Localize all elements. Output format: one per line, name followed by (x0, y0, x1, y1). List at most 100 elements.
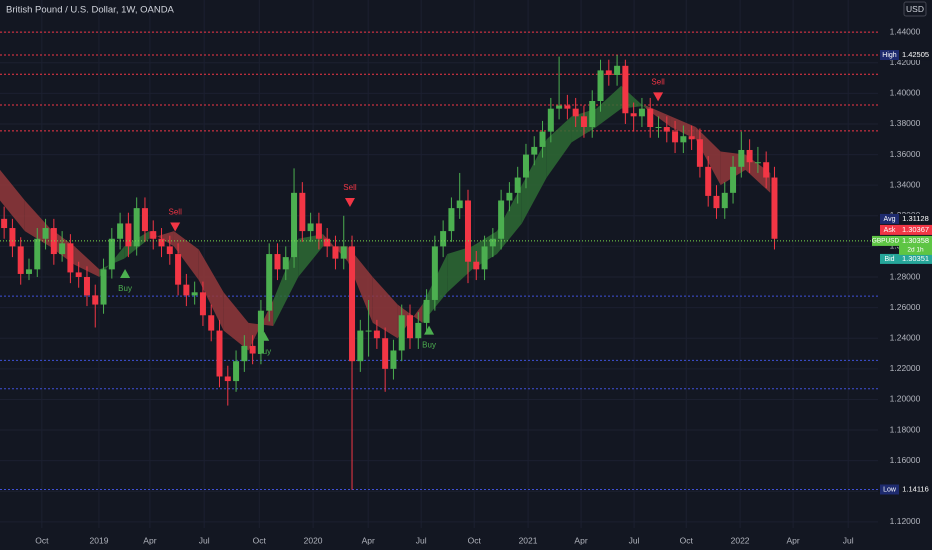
marker-label: Ask (884, 227, 896, 234)
candle-body (67, 243, 74, 273)
price-symbol: GBPUSD (872, 238, 900, 245)
candle-body (307, 223, 314, 232)
candle-body (241, 345, 248, 362)
ribbon-segment (372, 277, 398, 339)
ribbon-segment (298, 234, 324, 278)
candle-body (224, 376, 231, 382)
signal-marker (120, 268, 131, 278)
candle-body (233, 361, 240, 382)
candle-body (274, 254, 281, 270)
candle-body (59, 243, 66, 255)
ribbon-segment (596, 85, 622, 128)
y-tick-label: 1.26000 (890, 302, 921, 312)
candle-body (199, 292, 206, 316)
candle-body (696, 139, 703, 167)
marker-tag (880, 213, 899, 224)
candle-body (125, 223, 132, 247)
candle-body (1, 218, 8, 229)
candle-body (431, 246, 438, 300)
candle-body (75, 272, 82, 278)
candle-body (672, 131, 679, 143)
x-tick-label: Apr (786, 535, 799, 545)
currency[interactable]: USD (906, 4, 924, 14)
candle-body (141, 208, 148, 232)
candle-body (614, 65, 621, 75)
price-axis (878, 0, 932, 550)
x-tick-label: Oct (680, 535, 694, 545)
marker-value: 1.30367 (902, 225, 929, 234)
candle-body (108, 238, 115, 270)
signal-marker (653, 92, 664, 102)
ribbon-segment (198, 249, 224, 331)
price-countdown: 2d 1h (907, 247, 924, 254)
x-tick-label: Jul (629, 535, 640, 545)
signal-marker (344, 198, 355, 208)
candle-body (456, 200, 463, 209)
candle-body (771, 177, 778, 239)
x-tick-label: Oct (35, 535, 49, 545)
marker-value: 1.30351 (902, 254, 929, 263)
candle-body (688, 136, 695, 140)
candle-body (440, 231, 447, 247)
candle-body (365, 330, 372, 332)
candle-body (282, 257, 289, 270)
candle-body (580, 116, 587, 128)
marker-tag (880, 253, 899, 264)
candle-body (92, 295, 99, 305)
candle-body (638, 108, 645, 117)
candle-body (423, 299, 430, 323)
candle-body (266, 254, 273, 311)
x-tick-label: 2021 (519, 535, 538, 545)
candle-body (506, 192, 513, 201)
candle-body (498, 200, 505, 239)
candle-body (83, 277, 90, 296)
y-tick-label: 1.12000 (890, 516, 921, 526)
signal-label: Sell (343, 183, 357, 192)
ribbon-segment (273, 238, 299, 326)
candle-body (489, 238, 496, 247)
signal-marker (424, 325, 435, 335)
plot: Buy Sell Buy Sell Buy Sell (0, 31, 878, 490)
candle-body (216, 330, 223, 377)
marker-value: 1.31128 (902, 214, 929, 223)
x-tick-label: Jul (199, 535, 210, 545)
marker-value: 1.42505 (902, 50, 929, 59)
currency-box[interactable] (903, 1, 927, 17)
y-tick-label: 1.28000 (890, 271, 921, 281)
candle-body (473, 261, 480, 270)
candle-body (150, 231, 157, 239)
ribbon-segment (173, 231, 199, 281)
candle-body (564, 105, 571, 109)
y-tick-label: 1.20000 (890, 394, 921, 404)
candle-body (630, 113, 637, 117)
marker-value-box (899, 50, 932, 61)
x-tick-label: 2020 (304, 535, 323, 545)
candle-body (464, 200, 471, 262)
candle-body (17, 246, 24, 274)
price-tag (872, 235, 899, 246)
candle-body (382, 338, 389, 369)
candle-body (539, 131, 546, 147)
marker-value-box (899, 224, 932, 235)
ribbon-segment (745, 154, 771, 193)
candle-body (415, 322, 422, 339)
candle-body (166, 246, 173, 255)
candle-body (291, 192, 298, 258)
candle-body (315, 223, 322, 239)
candle-body (357, 330, 364, 362)
marker-label: Avg (884, 216, 896, 223)
candle-body (50, 228, 57, 255)
marker-tag (880, 50, 899, 61)
candle-body (390, 350, 397, 369)
candle-body (191, 292, 198, 296)
signal-label: Sell (651, 78, 665, 87)
candle-body (299, 192, 306, 232)
ribbon-segment (74, 246, 100, 278)
candle-body (531, 146, 538, 155)
signal-label: Buy (118, 284, 132, 293)
marker-value-box (899, 213, 932, 224)
signal-label: Sell (169, 208, 183, 217)
candle-body (183, 284, 190, 296)
candle-body (605, 70, 612, 75)
candle-body (9, 228, 16, 247)
